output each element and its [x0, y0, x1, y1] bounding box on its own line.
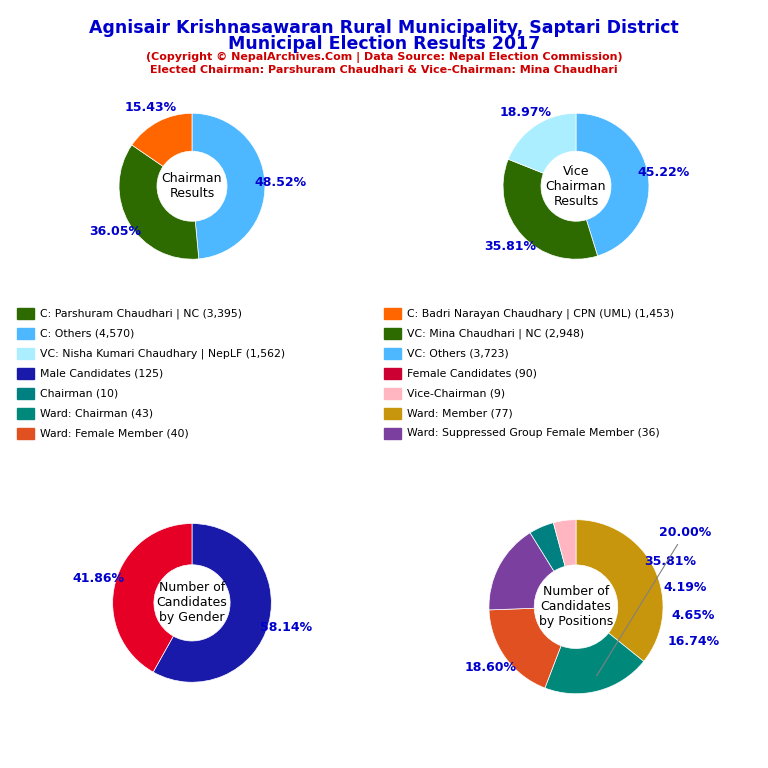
Wedge shape [489, 533, 554, 610]
Wedge shape [119, 145, 199, 259]
Text: 18.97%: 18.97% [500, 106, 552, 119]
Text: VC: Others (3,723): VC: Others (3,723) [407, 348, 508, 359]
Wedge shape [153, 524, 271, 682]
Text: Number of
Candidates
by Positions: Number of Candidates by Positions [539, 585, 613, 628]
Text: 4.65%: 4.65% [672, 609, 715, 622]
Text: 45.22%: 45.22% [638, 167, 690, 180]
Text: 4.19%: 4.19% [663, 581, 707, 594]
Text: C: Badri Narayan Chaudhary | CPN (UML) (1,453): C: Badri Narayan Chaudhary | CPN (UML) (… [407, 308, 674, 319]
Text: 36.05%: 36.05% [89, 225, 141, 238]
Wedge shape [132, 113, 192, 167]
Text: Municipal Election Results 2017: Municipal Election Results 2017 [228, 35, 540, 52]
Text: 15.43%: 15.43% [124, 101, 177, 114]
Text: Female Candidates (90): Female Candidates (90) [407, 368, 537, 379]
Wedge shape [530, 523, 565, 571]
Text: 48.52%: 48.52% [255, 176, 307, 189]
Text: C: Others (4,570): C: Others (4,570) [40, 328, 134, 339]
Text: Vice
Chairman
Results: Vice Chairman Results [546, 165, 606, 207]
Text: Number of
Candidates
by Gender: Number of Candidates by Gender [157, 581, 227, 624]
Text: Ward: Member (77): Ward: Member (77) [407, 408, 513, 419]
Wedge shape [508, 113, 576, 174]
Text: 41.86%: 41.86% [72, 572, 124, 585]
Text: Chairman
Results: Chairman Results [162, 172, 222, 200]
Wedge shape [545, 633, 644, 694]
Text: Elected Chairman: Parshuram Chaudhari & Vice-Chairman: Mina Chaudhari: Elected Chairman: Parshuram Chaudhari & … [151, 65, 617, 74]
Text: 58.14%: 58.14% [260, 621, 312, 634]
Wedge shape [503, 159, 598, 259]
Text: 16.74%: 16.74% [667, 635, 720, 648]
Text: Vice-Chairman (9): Vice-Chairman (9) [407, 388, 505, 399]
Text: C: Parshuram Chaudhari | NC (3,395): C: Parshuram Chaudhari | NC (3,395) [40, 308, 242, 319]
Text: 35.81%: 35.81% [644, 555, 697, 568]
Text: Ward: Suppressed Group Female Member (36): Ward: Suppressed Group Female Member (36… [407, 428, 660, 439]
Text: Male Candidates (125): Male Candidates (125) [40, 368, 163, 379]
Text: 18.60%: 18.60% [465, 661, 517, 674]
Text: VC: Mina Chaudhari | NC (2,948): VC: Mina Chaudhari | NC (2,948) [407, 328, 584, 339]
Text: Agnisair Krishnasawaran Rural Municipality, Saptari District: Agnisair Krishnasawaran Rural Municipali… [89, 19, 679, 37]
Wedge shape [554, 520, 576, 566]
Wedge shape [113, 524, 192, 672]
Wedge shape [576, 520, 663, 661]
Text: Ward: Female Member (40): Ward: Female Member (40) [40, 428, 189, 439]
Text: 35.81%: 35.81% [485, 240, 537, 253]
Wedge shape [576, 113, 649, 256]
Text: VC: Nisha Kumari Chaudhary | NepLF (1,562): VC: Nisha Kumari Chaudhary | NepLF (1,56… [40, 348, 285, 359]
Wedge shape [489, 608, 561, 688]
Wedge shape [192, 113, 265, 259]
Text: (Copyright © NepalArchives.Com | Data Source: Nepal Election Commission): (Copyright © NepalArchives.Com | Data So… [146, 52, 622, 63]
Text: Ward: Chairman (43): Ward: Chairman (43) [40, 408, 153, 419]
Text: 20.00%: 20.00% [597, 526, 711, 676]
Text: Chairman (10): Chairman (10) [40, 388, 118, 399]
